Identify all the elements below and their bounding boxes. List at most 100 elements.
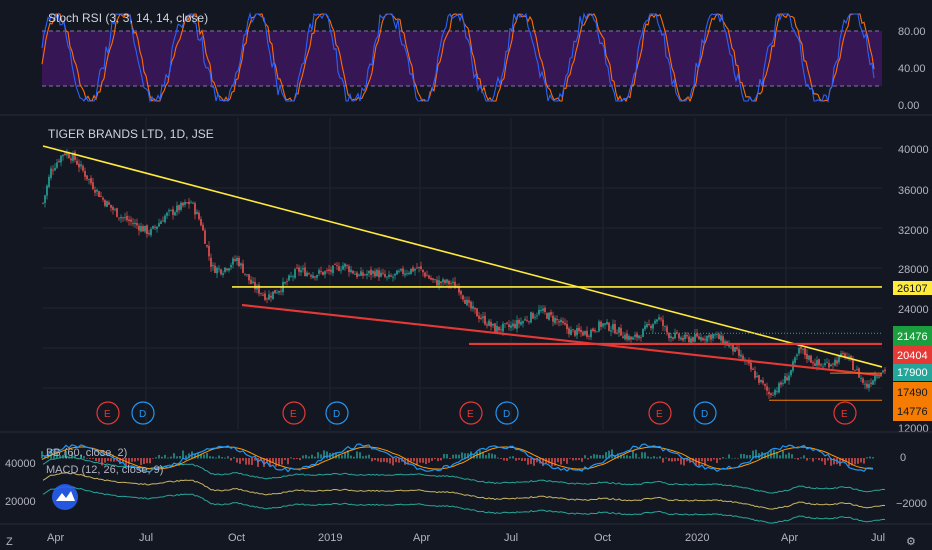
candle-body (392, 276, 394, 278)
macd-histogram-bar (674, 458, 676, 462)
candle-body (486, 324, 488, 326)
candle-body (810, 355, 812, 363)
dividend-badge[interactable]: D (131, 401, 155, 425)
x-label: Oct (228, 532, 245, 544)
earnings-badge[interactable]: E (648, 401, 672, 425)
macd-histogram-bar (41, 451, 43, 459)
candle-body (568, 328, 570, 335)
price-tag-21476: 21476 (893, 326, 932, 345)
price-tag-14776: 14776 (893, 401, 932, 421)
macd-histogram-bar (707, 458, 709, 462)
candle-body (100, 195, 102, 197)
candle-body (90, 178, 92, 184)
candle-body (270, 295, 272, 298)
macd-histogram-bar (815, 458, 817, 459)
earnings-badge[interactable]: E (96, 401, 120, 425)
macd-histogram-bar (584, 455, 586, 459)
macd-histogram-bar (368, 454, 370, 459)
x-axis[interactable]: Apr Jul Oct 2019 Apr Jul Oct 2020 Apr Ju… (47, 532, 885, 544)
candle-body (48, 176, 50, 187)
candle-body (536, 315, 538, 317)
tradingview-logo-icon[interactable] (52, 484, 78, 510)
macd-histogram-bar (488, 453, 490, 459)
candle-body (410, 268, 412, 274)
macd-histogram-bar (632, 451, 634, 459)
candle-body (66, 152, 68, 156)
dividend-badge[interactable]: D (325, 401, 349, 425)
candle-body (296, 267, 298, 269)
dividend-badge[interactable]: D (495, 401, 519, 425)
candle-body (840, 353, 842, 358)
earnings-badge[interactable]: E (282, 401, 306, 425)
candle-body (856, 368, 858, 370)
symbol-title: TIGER BRANDS LTD, 1D, JSE (48, 127, 214, 141)
candle-body (168, 210, 170, 212)
candle-body (188, 201, 190, 205)
macd-histogram-bar (572, 458, 574, 461)
candle-body (442, 279, 444, 283)
candle-body (82, 165, 84, 171)
macd-histogram-bar (644, 452, 646, 459)
x-label: 2020 (685, 532, 709, 544)
stoch-rsi-panel[interactable]: Stoch RSI (3, 3, 14, 14, close) 80.00 40… (41, 11, 926, 112)
candle-body (876, 376, 878, 378)
candle-body (696, 333, 698, 337)
macd-histogram-bar (239, 458, 241, 464)
macd-histogram-bar (662, 458, 664, 463)
macd-histogram-bar (740, 453, 742, 459)
settings-gear-icon[interactable]: ⚙ (906, 535, 916, 548)
trendline[interactable] (241, 303, 883, 377)
candle-body (152, 226, 154, 229)
macd-histogram-bar (440, 458, 442, 461)
dividend-badge[interactable]: D (693, 401, 717, 425)
candle-body (394, 273, 396, 276)
candle-body (192, 202, 194, 204)
macd-histogram-bar (212, 456, 214, 459)
candle-body (664, 326, 666, 327)
candle-body (244, 273, 246, 275)
candle-body (776, 391, 778, 392)
macd-histogram-bar (59, 455, 61, 459)
timezone-button[interactable]: Z (6, 536, 13, 548)
macd-histogram-bar (515, 458, 517, 461)
macd-histogram-bar (860, 458, 862, 463)
macd-histogram-bar (314, 456, 316, 459)
candle-body (338, 266, 340, 271)
price-tag-label: 21476 (897, 331, 928, 343)
macd-histogram-bar (749, 455, 751, 459)
candle-body (42, 202, 44, 204)
candle-body (272, 291, 274, 300)
macd-histogram-bar (200, 453, 202, 459)
macd-histogram-bar (560, 458, 562, 465)
macd-histogram-bar (830, 458, 832, 466)
candle-body (624, 334, 626, 340)
price-tag-20404: 20404 (893, 345, 932, 365)
candle-body (806, 353, 808, 360)
macd-histogram-bar (155, 457, 157, 459)
candle-body (376, 269, 378, 277)
bb-macd-panel[interactable]: BB (60, close, 2) MACD (12, 26, close, 9… (5, 443, 927, 524)
macd-histogram-bar (623, 455, 625, 459)
earnings-badge[interactable]: E (459, 401, 483, 425)
macd-histogram-bar (716, 458, 718, 464)
candle-body (130, 219, 132, 222)
candle-body (404, 273, 406, 276)
macd-histogram-bar (758, 453, 760, 459)
macd-histogram-bar (188, 453, 190, 459)
macd-histogram-bar (137, 458, 139, 461)
candle-body (530, 312, 532, 323)
candle-body (476, 308, 478, 317)
macd-histogram-bar (518, 458, 520, 460)
candle-body (58, 160, 60, 162)
macd-histogram-bar (362, 456, 364, 459)
macd-histogram-bar (134, 458, 136, 462)
candle-body (218, 268, 220, 270)
earnings-badge[interactable]: E (833, 401, 857, 425)
macd-histogram-bar (599, 455, 601, 459)
candle-body (354, 273, 356, 275)
candle-body (644, 325, 646, 330)
candle-body (610, 330, 612, 332)
trendline[interactable] (42, 145, 883, 368)
candle-body (662, 319, 664, 326)
